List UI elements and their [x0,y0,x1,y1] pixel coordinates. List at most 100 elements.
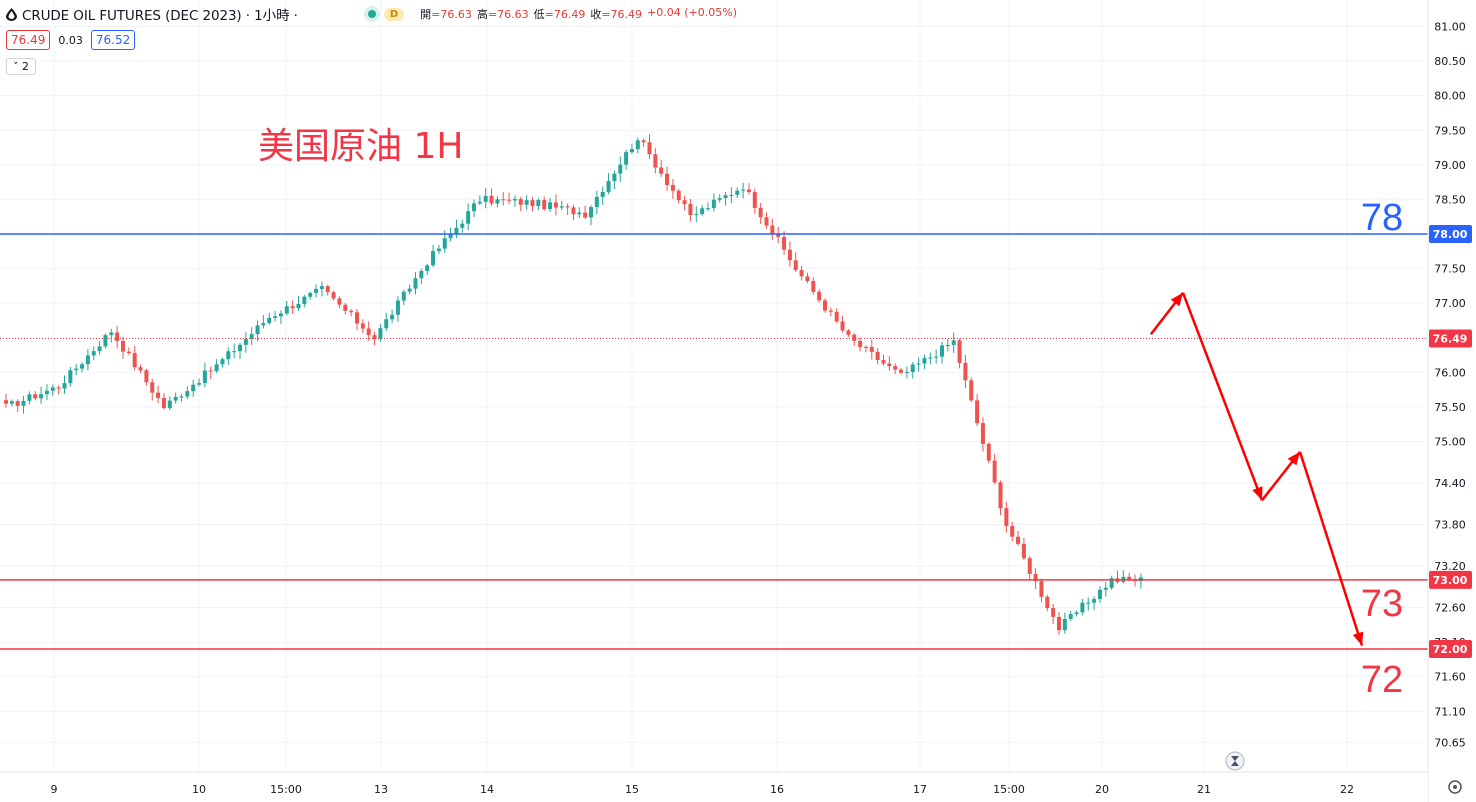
candle [887,356,892,371]
candle [1074,610,1079,617]
market-status-badge[interactable]: D [383,7,405,21]
hourglass-icon[interactable] [1225,751,1245,771]
candle [343,302,348,315]
candle [413,271,418,295]
candle [536,198,541,211]
y-tick-label: 78.50 [1434,193,1466,206]
candle [156,385,161,404]
candle [27,391,32,405]
candle [91,346,96,361]
candle [834,308,839,324]
candle [706,202,710,212]
candle [15,399,20,412]
candle [770,218,775,240]
candle [817,289,822,303]
candle [68,366,73,387]
candle [1033,568,1038,590]
candle [191,379,196,397]
current-price-box-text: 76.49 [1433,332,1468,345]
candle [255,320,260,342]
level-annotation: 72 [1361,659,1403,701]
candle [407,284,412,295]
candle [325,284,330,296]
candle [121,336,125,359]
candle [852,333,857,347]
candle [963,355,968,389]
candle [916,357,921,372]
candle [583,205,588,220]
symbol-title[interactable]: CRUDE OIL FUTURES (DEC 2023) · 1小時 · [22,8,298,24]
candle [1121,570,1126,584]
candle [811,277,816,295]
candle [717,194,722,203]
sell-price-button[interactable]: 76.49 [6,30,51,50]
y-tick-label: 70.65 [1434,736,1466,749]
chart-header: CRUDE OIL FUTURES (DEC 2023) · 1小時 · D 開… [6,4,737,24]
current-price-box [1429,329,1472,348]
candle [618,156,623,182]
candle [735,187,740,199]
candle [319,281,324,297]
candle [431,244,436,267]
ohlc-high: 高=76.63 [476,8,529,21]
buy-price-button[interactable]: 76.52 [90,30,136,50]
x-tick-label: 15:00 [993,783,1025,796]
candle [998,480,1003,516]
candle [1086,597,1091,611]
candle [331,290,336,301]
candle [308,291,313,300]
gear-icon[interactable] [1448,780,1462,794]
oil-drop-icon [6,7,17,21]
candle [296,295,301,311]
candle [501,191,506,206]
candle [1092,596,1097,611]
candle [9,399,14,407]
x-tick-label: 10 [192,783,206,796]
indicators-toggle-button[interactable]: ˅ 2 [6,58,36,75]
y-tick-label: 75.00 [1434,436,1466,449]
candle [553,194,558,216]
candle [922,354,927,370]
candle [337,296,342,309]
candle [33,391,38,401]
candle [951,332,956,353]
x-tick-label: 14 [480,783,494,796]
candle [793,252,798,272]
price-axis[interactable]: 81.5081.0080.5080.0079.5079.0078.5078.00… [1427,0,1476,802]
candle [659,159,664,177]
candle [512,195,517,207]
candle [167,396,172,411]
candle [4,393,8,408]
candle [1010,521,1015,542]
candle [390,309,395,324]
candle [97,341,102,355]
y-tick-label: 71.60 [1434,671,1466,684]
candle [647,134,652,160]
candle [267,312,272,325]
y-tick-label: 77.50 [1434,263,1466,276]
candle [940,341,944,364]
candle [782,231,787,255]
candle [594,190,599,215]
candle [694,206,699,223]
candle [1027,556,1032,581]
arrowhead [1252,486,1263,501]
arrowhead [1352,631,1364,646]
candle [600,186,605,205]
candle [1039,578,1044,603]
time-axis[interactable]: 9 10 15:00 13 14 15 16 17 15:00 20 21 22 [0,771,1428,802]
chart-title: 美国原油 1H [258,126,463,167]
candle [524,195,529,210]
candle [103,333,108,349]
candle [355,309,359,331]
candle [115,326,120,349]
candle [530,196,535,212]
x-tick-label: 17 [913,783,927,796]
candle [185,386,190,400]
candle [384,312,389,331]
candle [132,345,137,371]
ohlc-close: 收=76.49 [590,8,643,21]
candle [1109,575,1114,590]
candle [624,149,629,170]
